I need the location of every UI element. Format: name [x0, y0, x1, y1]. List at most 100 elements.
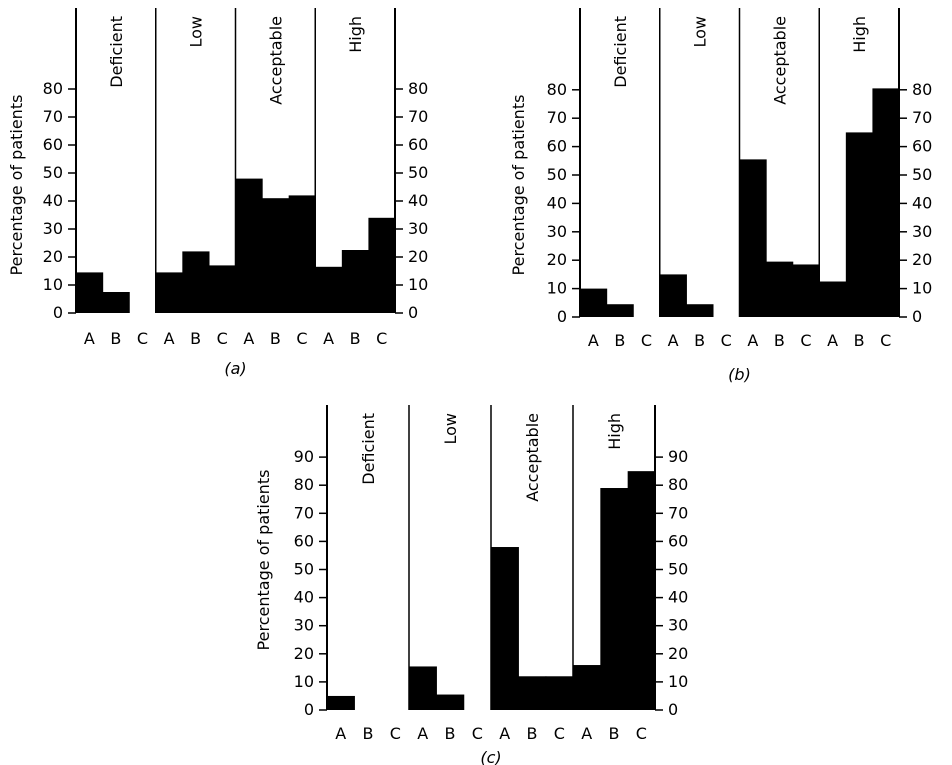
x-tick-label: A	[417, 724, 428, 743]
y-tick-label-left: 0	[53, 303, 63, 322]
group-label-deficient: Deficient	[611, 16, 630, 88]
y-tick-label-right: 0	[912, 307, 922, 326]
bar-low-c	[208, 265, 237, 313]
bar-high-c	[627, 471, 656, 710]
bar-high-c	[872, 88, 900, 317]
panel-label: (c)	[480, 748, 501, 765]
bar-acceptable-a	[739, 159, 767, 317]
x-tick-label: C	[554, 724, 565, 743]
y-tick-label-left: 20	[294, 644, 314, 663]
panel-label: (a)	[224, 359, 246, 378]
y-tick-label-right: 80	[408, 79, 428, 98]
bar-high-b	[845, 132, 874, 317]
y-tick-label-left: 40	[43, 191, 63, 210]
y-tick-label-right: 10	[912, 279, 932, 298]
bar-acceptable-b	[518, 676, 547, 710]
x-tick-label: B	[694, 331, 705, 350]
group-label-acceptable: Acceptable	[266, 16, 285, 105]
bar-high-a	[573, 665, 601, 710]
y-tick-label-right: 70	[668, 503, 688, 522]
y-tick-label-left: 30	[547, 222, 567, 241]
bar-low-a	[409, 666, 437, 710]
group-label-acceptable: Acceptable	[770, 16, 789, 105]
x-tick-label: B	[774, 331, 785, 350]
bar-deficient-a	[327, 695, 355, 710]
y-tick-label-right: 60	[912, 137, 932, 156]
x-tick-label: C	[390, 724, 401, 743]
x-tick-label: C	[636, 724, 647, 743]
bar-deficient-a	[580, 288, 608, 317]
y-tick-label-right: 0	[668, 700, 678, 719]
y-tick-label-left: 30	[43, 219, 63, 238]
y-tick-label-left: 70	[547, 108, 567, 127]
y-tick-label-left: 50	[294, 560, 314, 579]
x-tick-label: B	[190, 329, 201, 348]
group-label-deficient: Deficient	[107, 16, 126, 88]
x-tick-label: A	[588, 331, 599, 350]
bar-low-a	[659, 274, 687, 317]
bar-low-b	[686, 304, 714, 317]
bar-high-b	[600, 488, 629, 710]
y-tick-label-left: 90	[294, 447, 314, 466]
bar-high-a	[819, 281, 847, 317]
group-label-high: High	[850, 16, 869, 53]
group-label-high: High	[346, 16, 365, 53]
y-tick-label-left: 60	[294, 531, 314, 550]
y-tick-label-left: 20	[43, 247, 63, 266]
x-tick-label: C	[217, 329, 228, 348]
y-tick-label-right: 60	[408, 135, 428, 154]
y-tick-label-left: 70	[43, 107, 63, 126]
x-tick-label: A	[243, 329, 254, 348]
y-tick-label-left: 10	[43, 275, 63, 294]
x-tick-label: B	[363, 724, 374, 743]
y-tick-label-left: 50	[43, 163, 63, 182]
x-tick-label: B	[609, 724, 620, 743]
y-tick-label-right: 30	[912, 222, 932, 241]
y-tick-label-right: 20	[408, 247, 428, 266]
y-tick-label-left: 20	[547, 250, 567, 269]
y-tick-label-right: 60	[668, 531, 688, 550]
y-tick-label-left: 80	[294, 475, 314, 494]
y-tick-label-left: 60	[43, 135, 63, 154]
y-tick-label-right: 10	[408, 275, 428, 294]
bar-deficient-a	[76, 272, 104, 313]
bar-acceptable-a	[235, 178, 263, 313]
y-tick-label-right: 50	[408, 163, 428, 182]
y-tick-label-right: 80	[668, 475, 688, 494]
y-tick-label-left: 60	[547, 137, 567, 156]
bar-low-b	[182, 251, 210, 313]
panel-label: (b)	[728, 365, 751, 384]
x-tick-label: B	[614, 331, 625, 350]
y-tick-label-right: 90	[668, 447, 688, 466]
y-tick-label-left: 0	[557, 307, 567, 326]
bar-deficient-b	[102, 292, 130, 313]
x-tick-label: C	[800, 331, 811, 350]
y-tick-label-right: 20	[668, 644, 688, 663]
y-axis-label: Percentage of patients	[254, 470, 273, 651]
y-tick-label-left: 80	[547, 80, 567, 99]
y-tick-label-left: 70	[294, 503, 314, 522]
y-tick-label-right: 0	[408, 303, 418, 322]
bar-acceptable-c	[792, 264, 820, 317]
y-axis-label: Percentage of patients	[509, 95, 528, 276]
bar-high-b	[341, 250, 370, 313]
group-label-high: High	[605, 413, 624, 450]
y-tick-label-left: 0	[304, 700, 314, 719]
y-tick-label-right: 40	[912, 193, 932, 212]
x-tick-label: A	[581, 724, 592, 743]
y-tick-label-left: 40	[294, 588, 314, 607]
y-tick-label-right: 50	[668, 560, 688, 579]
x-tick-label: B	[527, 724, 538, 743]
y-tick-label-right: 30	[408, 219, 428, 238]
x-tick-label: A	[747, 331, 758, 350]
x-tick-label: B	[445, 724, 456, 743]
x-tick-label: B	[854, 331, 865, 350]
x-tick-label: C	[641, 331, 652, 350]
x-tick-label: C	[880, 331, 891, 350]
x-tick-label: C	[137, 329, 148, 348]
x-tick-label: C	[376, 329, 387, 348]
bar-high-a	[315, 266, 343, 313]
y-tick-label-left: 80	[43, 79, 63, 98]
